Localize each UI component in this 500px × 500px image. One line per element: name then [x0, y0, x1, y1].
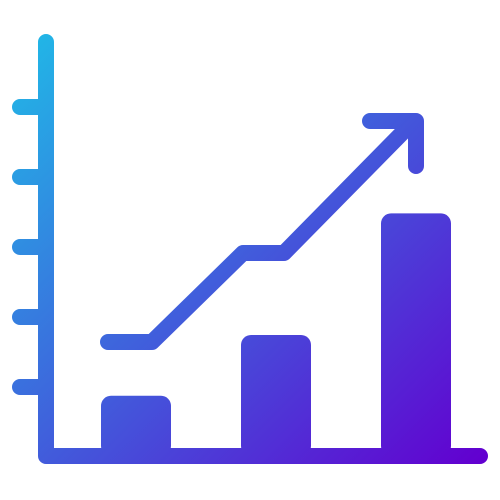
trend-line-icon — [100, 117, 418, 350]
bar-3-icon — [381, 213, 451, 456]
bars-group — [101, 213, 451, 456]
bar-2-icon — [241, 335, 311, 456]
arrow-head-icon — [362, 113, 424, 174]
bar-1-icon — [101, 395, 171, 456]
axis-ticks — [12, 99, 54, 395]
